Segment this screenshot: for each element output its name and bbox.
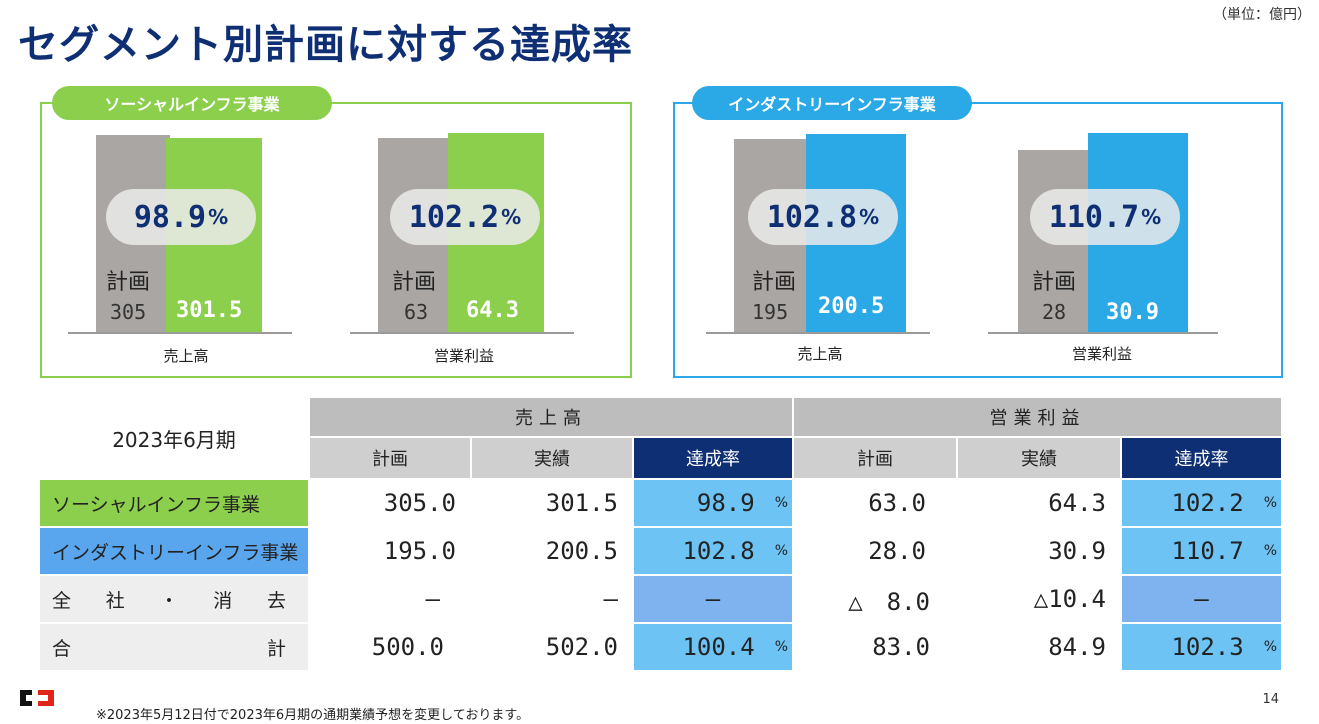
bar-baseline — [350, 332, 574, 334]
cell-sales-actual: 301.5 — [545, 489, 618, 517]
sales-group-header: 売上高 — [310, 398, 792, 436]
achievement-rate-bubble: 102.2% — [390, 189, 540, 245]
cell-sales-plan: 305.0 — [383, 489, 456, 517]
plan-value: 195 — [752, 300, 789, 324]
bar-baseline — [68, 332, 292, 334]
social-infra-panel — [40, 102, 632, 378]
cell-sales-rate: ― — [634, 576, 792, 622]
cell-profit-rate: 102.2% — [1122, 480, 1281, 526]
cell-profit-actual: 84.9 — [1048, 633, 1106, 661]
actual-value: 301.5 — [176, 298, 243, 323]
col-profit-plan: 計画 — [794, 438, 956, 478]
cell-profit-plan: △ 8.0 — [848, 587, 930, 616]
cell-sales-plan: 500.0 — [371, 633, 444, 661]
actual-value: 64.3 — [466, 298, 519, 323]
col-sales-rate: 達成率 — [634, 438, 792, 478]
plan-value: 305 — [110, 300, 147, 324]
plan-label: 計画 — [106, 270, 151, 295]
row-label-total: 合計 — [40, 624, 308, 670]
col-profit-rate: 達成率 — [1122, 438, 1281, 478]
page-number: 14 — [1262, 692, 1279, 707]
row-label-industry: インダストリーインフラ事業 — [40, 528, 308, 574]
achievement-rate-bubble: 102.8% — [748, 189, 898, 245]
social-infra-badge: ソーシャルインフラ事業 — [52, 86, 332, 120]
company-logo-icon — [18, 686, 58, 710]
cell-sales-rate: 102.8% — [634, 528, 792, 574]
footnote: ※2023年5月12日付で2023年6月期の通期業績予想を変更しております。 — [96, 708, 530, 723]
cell-profit-plan: 28.0 — [868, 537, 926, 565]
cell-profit-rate: 102.3% — [1122, 624, 1281, 670]
cell-sales-plan: ― — [425, 585, 440, 613]
plan-label: 計画 — [1032, 270, 1077, 295]
bar-baseline — [706, 332, 930, 334]
cell-profit-actual: 30.9 — [1048, 537, 1106, 565]
chart-caption: 営業利益 — [433, 347, 494, 365]
plan-value: 63 — [404, 300, 429, 324]
table-period-label: 2023年6月期 — [112, 427, 236, 452]
chart-caption: 営業利益 — [1071, 345, 1132, 363]
cell-sales-actual: ― — [603, 585, 618, 613]
col-sales-actual: 実績 — [472, 438, 632, 478]
profit-group-header: 営業利益 — [794, 398, 1281, 436]
industry-infra-badge: インダストリーインフラ事業 — [692, 86, 972, 120]
cell-profit-actual: △10.4 — [1033, 585, 1106, 613]
plan-label: 計画 — [752, 270, 797, 295]
col-sales-plan: 計画 — [310, 438, 470, 478]
cell-profit-plan: 63.0 — [868, 489, 926, 517]
cell-sales-plan: 195.0 — [383, 537, 456, 565]
chart-caption: 売上高 — [797, 345, 843, 363]
actual-value: 200.5 — [818, 294, 885, 319]
plan-value: 28 — [1042, 300, 1067, 324]
actual-value: 30.9 — [1106, 300, 1159, 325]
page-title: セグメント別計画に対する達成率 — [18, 22, 633, 68]
achievement-rate-bubble: 110.7% — [1030, 189, 1180, 245]
cell-sales-rate: 100.4% — [634, 624, 792, 670]
cell-profit-rate: 110.7% — [1122, 528, 1281, 574]
cell-sales-actual: 200.5 — [545, 537, 618, 565]
bar-baseline — [988, 332, 1218, 334]
unit-label: （単位：億円） — [1213, 7, 1311, 23]
cell-sales-rate: 98.9% — [634, 480, 792, 526]
achievement-rate-bubble: 98.9% — [106, 189, 256, 245]
col-profit-actual: 実績 — [958, 438, 1120, 478]
cell-profit-actual: 64.3 — [1048, 489, 1106, 517]
plan-label: 計画 — [392, 270, 437, 295]
chart-caption: 売上高 — [163, 347, 209, 365]
cell-profit-rate: ― — [1122, 576, 1281, 622]
cell-sales-actual: 502.0 — [545, 633, 618, 661]
industry-infra-panel — [673, 102, 1283, 378]
cell-profit-plan: 83.0 — [872, 633, 930, 661]
row-label-elimination: 全社・消去 — [40, 576, 308, 622]
row-label-social: ソーシャルインフラ事業 — [40, 480, 308, 526]
